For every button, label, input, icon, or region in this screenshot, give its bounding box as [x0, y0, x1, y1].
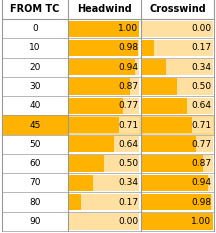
Bar: [2, 77, 68, 96]
Text: 0.77: 0.77: [191, 140, 211, 149]
Bar: [69, 194, 139, 210]
Text: 30: 30: [29, 82, 41, 91]
Text: 0.00: 0.00: [191, 24, 211, 33]
Bar: [142, 155, 213, 172]
Bar: [142, 136, 196, 152]
Text: Headwind: Headwind: [77, 4, 132, 14]
Text: 0.94: 0.94: [118, 63, 138, 72]
Text: 0.34: 0.34: [118, 178, 138, 187]
Bar: [2, 96, 68, 115]
Bar: [142, 136, 213, 152]
Bar: [142, 40, 154, 56]
Text: 0.17: 0.17: [191, 43, 211, 52]
Text: 10: 10: [29, 43, 41, 52]
Text: 1.00: 1.00: [191, 217, 211, 226]
Text: 0.77: 0.77: [118, 101, 138, 110]
Bar: [69, 21, 139, 37]
Bar: [142, 98, 213, 114]
Text: FROM TC: FROM TC: [10, 4, 60, 14]
Text: 0.17: 0.17: [118, 198, 138, 207]
Bar: [69, 194, 81, 210]
Bar: [142, 78, 177, 95]
Bar: [2, 154, 68, 173]
Bar: [142, 59, 166, 75]
Bar: [69, 117, 119, 133]
Text: 0: 0: [32, 24, 38, 33]
Text: 0.71: 0.71: [118, 120, 138, 130]
Bar: [2, 173, 68, 192]
Bar: [69, 98, 123, 114]
Text: 1.00: 1.00: [118, 24, 138, 33]
Text: 70: 70: [29, 178, 41, 187]
Bar: [69, 59, 135, 75]
Text: 45: 45: [29, 120, 41, 130]
Bar: [142, 213, 213, 230]
Bar: [142, 117, 192, 133]
Bar: [142, 59, 213, 75]
Text: 0.94: 0.94: [192, 178, 211, 187]
Bar: [142, 21, 213, 37]
Text: 0.50: 0.50: [191, 82, 211, 91]
Bar: [69, 21, 139, 37]
Text: 80: 80: [29, 198, 41, 207]
Bar: [69, 78, 139, 95]
Text: 0.50: 0.50: [118, 159, 138, 168]
Text: 0.64: 0.64: [192, 101, 211, 110]
Text: 0.87: 0.87: [118, 82, 138, 91]
Bar: [142, 194, 213, 210]
Text: 0.98: 0.98: [118, 43, 138, 52]
Bar: [69, 117, 139, 133]
Bar: [69, 59, 139, 75]
Bar: [2, 212, 68, 231]
Bar: [142, 213, 213, 230]
Bar: [142, 155, 203, 172]
Bar: [2, 115, 68, 135]
Text: Crosswind: Crosswind: [149, 4, 206, 14]
Text: 0.71: 0.71: [191, 120, 211, 130]
Bar: [69, 213, 139, 230]
Bar: [69, 78, 130, 95]
Bar: [2, 192, 68, 212]
Bar: [69, 40, 139, 56]
Bar: [142, 78, 213, 95]
Bar: [69, 155, 104, 172]
Text: 0.64: 0.64: [118, 140, 138, 149]
Bar: [69, 136, 114, 152]
Text: 0.98: 0.98: [191, 198, 211, 207]
Text: 0.87: 0.87: [191, 159, 211, 168]
Bar: [2, 135, 68, 154]
Bar: [69, 155, 139, 172]
Bar: [2, 38, 68, 58]
Bar: [142, 117, 213, 133]
Text: 20: 20: [29, 63, 41, 72]
Bar: [69, 136, 139, 152]
Bar: [2, 0, 214, 19]
Text: 0.34: 0.34: [192, 63, 211, 72]
Text: 50: 50: [29, 140, 41, 149]
Text: 0.00: 0.00: [118, 217, 138, 226]
Bar: [69, 175, 139, 191]
Bar: [142, 194, 211, 210]
Bar: [142, 40, 213, 56]
Text: 40: 40: [29, 101, 41, 110]
Bar: [142, 175, 208, 191]
Bar: [69, 40, 138, 56]
Bar: [2, 58, 68, 77]
Text: 60: 60: [29, 159, 41, 168]
Bar: [142, 98, 187, 114]
Bar: [69, 175, 93, 191]
Bar: [141, 115, 214, 135]
Bar: [2, 19, 68, 38]
Bar: [69, 98, 139, 114]
Bar: [142, 175, 213, 191]
Bar: [68, 115, 141, 135]
Text: 90: 90: [29, 217, 41, 226]
